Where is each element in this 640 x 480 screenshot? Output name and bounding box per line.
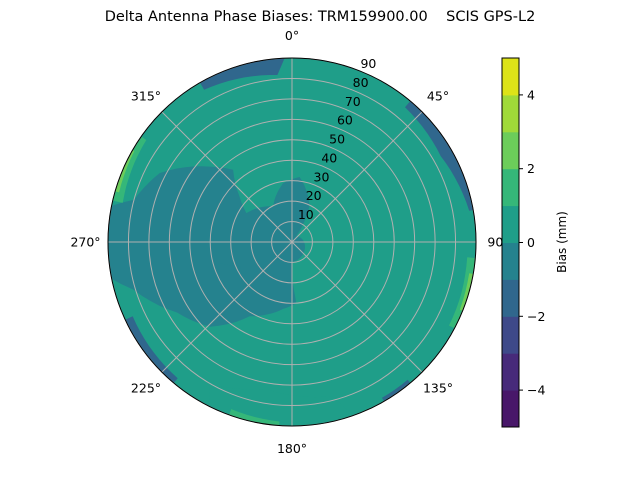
radial-tick-labels: 10 20 30 40 50 60 70 80 90: [298, 56, 377, 222]
contour-region: [123, 316, 178, 385]
colorbar-band: [502, 279, 519, 317]
contour-region: [405, 99, 476, 211]
angular-gridline: [161, 111, 293, 243]
colorbar-tick-label: −2: [527, 309, 545, 324]
colorbar-band: [502, 353, 519, 391]
angular-tick-label: 0°: [285, 28, 299, 43]
contour-region: [109, 58, 476, 426]
colorbar-tick-label: 0: [527, 235, 535, 250]
colorbar-tick-label: 4: [527, 87, 535, 102]
radial-tick-label: 30: [314, 169, 330, 184]
angular-tick-label: 45°: [427, 88, 449, 103]
polar-grid: [107, 57, 477, 427]
colorbar-band: [502, 94, 519, 133]
colorbar-band: [502, 205, 519, 243]
radial-tick-label: 20: [306, 188, 322, 203]
title-main: Delta Antenna Phase Biases: TRM159900.00: [104, 9, 428, 25]
radial-tick-label: 80: [353, 75, 369, 90]
radial-tick-label: 90: [360, 56, 376, 71]
angular-gridline: [161, 241, 293, 373]
angular-tick-label: 270°: [70, 235, 100, 250]
colorbar-label: Bias (mm): [555, 211, 569, 273]
colorbar-band: [502, 131, 519, 170]
angular-gridline: [291, 111, 423, 243]
polar-frame: [107, 57, 477, 427]
colorbar-band: [502, 390, 519, 428]
angular-gridline: [291, 241, 423, 373]
contour-region: [199, 58, 286, 90]
chart-title: Delta Antenna Phase Biases: TRM159900.00…: [0, 9, 640, 25]
angular-tick-label: 135°: [423, 381, 453, 396]
angular-tick-labels: 0°45°90°135°180°225°270°315°: [70, 28, 509, 456]
colorbar-band: [502, 242, 519, 280]
colorbar-band: [502, 168, 519, 207]
radial-tick-label: 60: [337, 113, 353, 128]
colorbar-tick-label: 2: [527, 161, 535, 176]
colorbar-tick-label: −4: [527, 383, 545, 398]
colorbar-band: [502, 316, 519, 354]
radial-tick-label: 40: [321, 150, 337, 165]
angular-tick-label: 315°: [131, 88, 161, 103]
colorbar-band: [502, 58, 519, 96]
angular-tick-label: 225°: [131, 381, 161, 396]
contour-region: [228, 409, 280, 426]
title-signal: SCIS GPS-L2: [446, 9, 536, 25]
radial-tick-label: 10: [298, 207, 314, 222]
radial-tick-label: 50: [329, 132, 345, 147]
radial-tick-label: 70: [345, 94, 361, 109]
colorbar: 4 2 0 −2 −4: [501, 57, 545, 428]
angular-tick-label: 180°: [277, 441, 307, 456]
contour-region: [382, 379, 412, 404]
